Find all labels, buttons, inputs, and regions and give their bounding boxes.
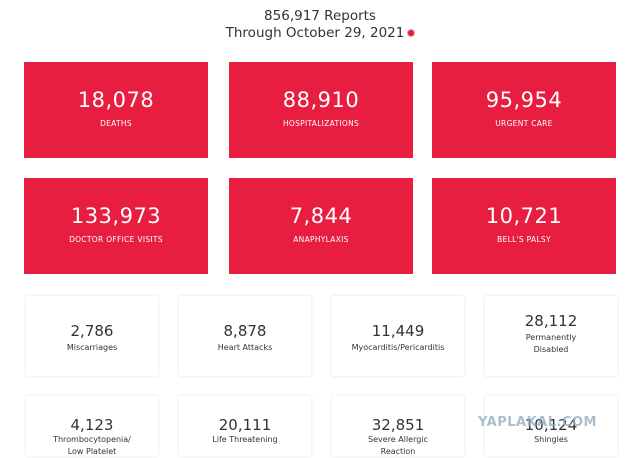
stat-card-doctor-visits: 133,973 DOCTOR OFFICE VISITS [24, 178, 208, 274]
stat-label: ANAPHYLAXIS [293, 235, 349, 244]
stat-card-urgent-care: 95,954 URGENT CARE [432, 62, 616, 158]
stat-value: 7,844 [289, 204, 353, 228]
stat-label: Permanently Disabled [525, 333, 577, 354]
stat-label: Heart Attacks [217, 343, 273, 352]
stat-value: 95,954 [485, 88, 563, 112]
live-indicator-icon [408, 30, 415, 36]
date-text: Through October 29, 2021 [225, 25, 405, 41]
stat-label: HOSPITALIZATIONS [282, 119, 360, 128]
stat-label: Thrombocytopenia/ Low Platelet [53, 435, 131, 456]
stat-card-life-threatening: 20,111 Life Threatening [179, 396, 311, 456]
stat-value: 11,449 [371, 322, 425, 340]
stat-value: 133,973 [70, 204, 162, 228]
stat-card-anaphylaxis: 7,844 ANAPHYLAXIS [229, 178, 413, 274]
stat-label: Miscarriages [66, 343, 118, 352]
stat-card-severe-allergic: 32,851 Severe Allergic Reaction [332, 396, 464, 456]
stat-value: 10,124 [524, 416, 578, 434]
stat-value: 88,910 [282, 88, 360, 112]
stat-label: DEATHS [100, 119, 132, 128]
stat-card-shingles: 10,124 Shingles [485, 396, 617, 456]
report-header: 856,917 Reports Through October 29, 2021 [0, 8, 640, 42]
stat-card-thrombocytopenia: 4,123 Thrombocytopenia/ Low Platelet [26, 396, 158, 456]
stat-label: Shingles [534, 435, 568, 444]
total-reports: 856,917 Reports [264, 8, 376, 24]
stat-value: 10,721 [485, 204, 563, 228]
stat-value: 32,851 [371, 416, 425, 434]
stat-card-heart-attacks: 8,878 Heart Attacks [179, 296, 311, 376]
stat-card-hospitalizations: 88,910 HOSPITALIZATIONS [229, 62, 413, 158]
stat-value: 8,878 [223, 322, 267, 340]
stat-card-miscarriages: 2,786 Miscarriages [26, 296, 158, 376]
stat-label: Life Threatening [212, 435, 278, 444]
stat-value: 28,112 [524, 312, 578, 330]
stat-label: DOCTOR OFFICE VISITS [69, 235, 163, 244]
stat-value: 4,123 [70, 416, 114, 434]
stat-label: Severe Allergic Reaction [368, 435, 428, 456]
stat-value: 20,111 [218, 416, 272, 434]
stat-value: 18,078 [77, 88, 155, 112]
stat-card-bells-palsy: 10,721 BELL'S PALSY [432, 178, 616, 274]
stat-card-myocarditis: 11,449 Myocarditis/Pericarditis [332, 296, 464, 376]
stat-card-permanently-disabled: 28,112 Permanently Disabled [485, 296, 617, 376]
stat-card-deaths: 18,078 DEATHS [24, 62, 208, 158]
stat-label: BELL'S PALSY [497, 235, 551, 244]
stat-label: Myocarditis/Pericarditis [351, 343, 445, 352]
watermark-logo: YAPLAKAL.COM [478, 415, 597, 430]
report-date: Through October 29, 2021 [0, 25, 640, 42]
stat-label: URGENT CARE [495, 119, 553, 128]
stat-value: 2,786 [70, 322, 114, 340]
